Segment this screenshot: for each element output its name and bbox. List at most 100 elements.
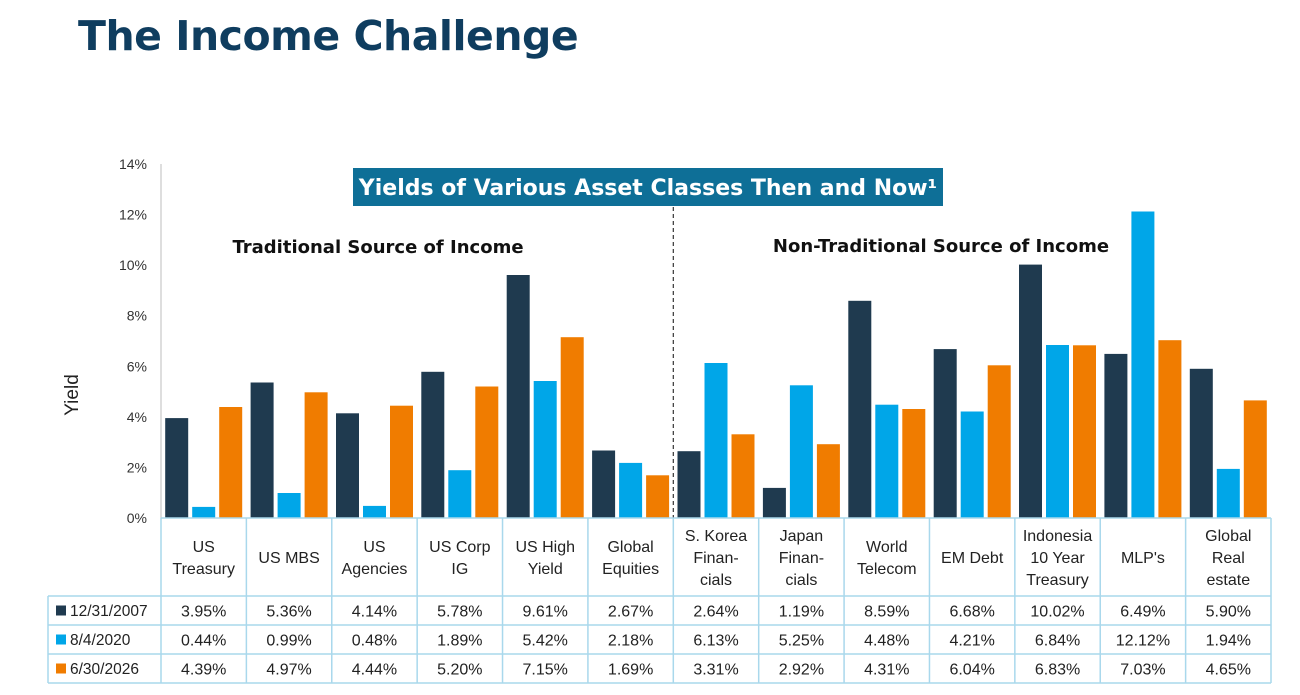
table-cell-value: 3.95% [181,604,226,621]
table-cell-value: 4.21% [949,633,994,650]
bar [704,363,728,518]
y-tick-label: 2% [127,459,147,475]
bar [165,418,189,518]
category-label: MLP's [1121,550,1165,567]
legend-label: 8/4/2020 [70,632,131,649]
bar [789,385,813,519]
bar [506,275,530,518]
legend-swatch [56,663,66,674]
bar [848,300,872,518]
table-cell-value: 2.92% [779,662,824,679]
category-label: Equities [602,561,659,578]
table-cell-value: 3.31% [693,662,738,679]
category-label: US High [515,539,575,556]
y-axis: 0% 2% 4% 6% 8% 10% 12% 14% Yield [62,156,674,526]
legend-swatch [56,634,66,645]
bar [731,434,755,518]
y-tick-label: 4% [127,409,147,425]
category-label: Global [1205,528,1251,545]
table-cell-value: 5.36% [266,604,311,621]
table-cell-value: 0.99% [266,633,311,650]
bars [165,211,1267,519]
bar [933,349,957,518]
category-label: Global [607,539,653,556]
bar [219,407,243,518]
table-cell-value: 6.68% [949,604,994,621]
bar [592,450,616,518]
category-label: Agencies [342,561,408,578]
table-cell-value: 2.18% [608,633,653,650]
chart-title-box [353,168,943,206]
bar [902,409,926,518]
bar [336,413,359,518]
category-label: World [866,539,908,556]
category-label: Indonesia [1023,528,1092,545]
table-cell-value: 0.44% [181,633,226,650]
category-label: US [193,539,215,556]
y-tick-label: 6% [127,358,147,374]
category-label: Treasury [172,561,235,578]
table-cell-value: 1.69% [608,662,653,679]
chart-title: Yields of Various Asset Classes Then and… [358,176,937,201]
table-cell-value: 2.67% [608,604,653,621]
table-cell-value: 0.48% [352,633,397,650]
data-table: US Treasury US MBS US Agencies US Corp IG US Hi… [47,517,1272,684]
table-cell-value: 8.59% [864,604,909,621]
bar [1189,368,1213,518]
bar [560,337,584,518]
category-label: Finan- [779,550,824,567]
table-cell-value: 12.12% [1116,633,1170,650]
category-label: EM Debt [941,550,1004,567]
bar [448,470,472,518]
table-cell-value: 5.25% [779,633,824,650]
table-cell-value: 4.65% [1206,662,1251,679]
y-tick-label: 10% [119,257,147,273]
table-cell-value: 6.84% [1035,633,1080,650]
bar [1019,264,1042,518]
bar [646,475,670,518]
category-label: US MBS [258,550,319,567]
legend-swatch [56,605,66,616]
bar [304,392,328,518]
table-cell-value: 6.04% [949,662,994,679]
table-cell-value: 5.42% [523,633,568,650]
legend-label: 6/30/2026 [70,661,139,678]
y-tick-label: 12% [119,207,147,223]
bar [1104,353,1128,518]
table-cell-value: 5.20% [437,662,482,679]
bar [533,381,557,518]
category-label: S. Korea [685,528,747,545]
y-axis-label: Yield [62,374,83,416]
section-label: Non-Traditional Source of Income [773,236,1109,257]
category-label: Telecom [857,561,917,578]
category-label: estate [1207,572,1251,589]
table-cell-value: 7.03% [1120,662,1165,679]
bar [192,506,216,518]
category-label: Treasury [1026,572,1089,589]
table-cell-value: 1.89% [437,633,482,650]
table-cell-value: 6.83% [1035,662,1080,679]
category-label: cials [700,572,732,589]
category-label: Yield [528,561,563,578]
bar [960,411,984,518]
category-label: US Corp [429,539,490,556]
y-tick-label: 0% [127,510,147,526]
bar [390,405,413,518]
category-label: Japan [780,528,824,545]
category-label: Real [1212,550,1245,567]
table-cell-value: 7.15% [523,662,568,679]
bar [1131,211,1155,518]
bar [816,444,840,518]
bar [1158,340,1182,518]
category-label: 10 Year [1030,550,1085,567]
table-cell-value: 1.94% [1206,633,1251,650]
bar [1243,400,1267,518]
y-tick-label: 14% [119,156,147,172]
page-title: The Income Challenge [78,12,579,60]
y-tick-label: 8% [127,308,147,324]
category-label: Finan- [693,550,738,567]
bar [1073,345,1096,518]
table-cell-value: 4.14% [352,604,397,621]
section-label: Traditional Source of Income [232,237,523,258]
